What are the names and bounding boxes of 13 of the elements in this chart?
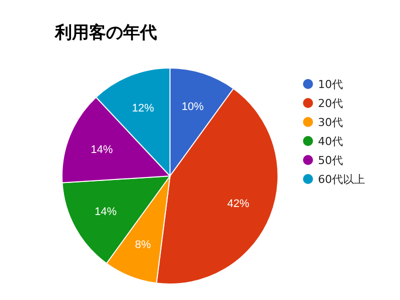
data-label: 12% (132, 102, 154, 115)
data-label: 10% (182, 101, 204, 114)
legend-label: 20代 (318, 96, 343, 110)
legend-label: 10代 (318, 78, 343, 91)
legend-label: 50代 (318, 154, 343, 167)
chart-title: 利用客の年代 (54, 23, 157, 43)
data-label: 14% (90, 144, 113, 156)
data-label: 8% (135, 239, 152, 252)
legend-label: 40代 (318, 134, 343, 148)
legend-label: 30代 (318, 116, 343, 129)
data-label: 14% (94, 206, 117, 218)
legend-label: 60代以上 (318, 172, 365, 186)
data-label: 42% (227, 198, 250, 210)
